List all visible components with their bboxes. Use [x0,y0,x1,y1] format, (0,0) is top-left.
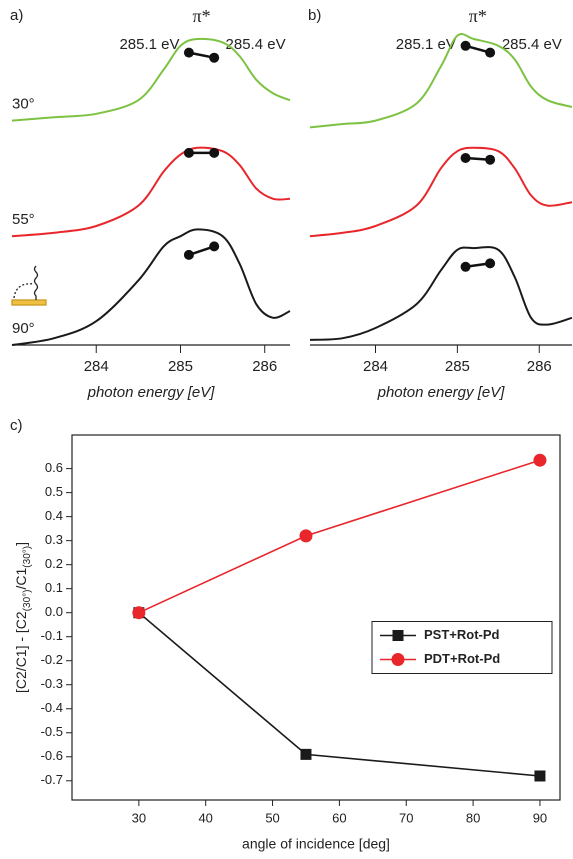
peak-label: 285.1 eV [396,36,456,53]
y-tick-label: 0.3 [45,532,63,547]
x-tick-label: 30 [132,810,146,825]
marker [391,653,405,666]
y-tick-label: -0.2 [41,652,63,667]
x-axis-label: photon energy [eV] [377,384,506,401]
y-axis-label-part: (30°) [22,589,33,611]
marker [300,748,312,760]
dimer-atom [460,40,471,51]
y-axis-label-part: ] [13,542,29,546]
dimer-atom [209,241,220,252]
y-tick-label: 0.6 [45,460,63,475]
y-axis-label-part: [C2/C1] - [C2 [13,611,29,693]
marker [299,529,313,543]
dimer-atom [460,261,471,272]
spectrum-line [11,228,291,346]
dimer-atom [209,147,220,158]
peak-label: 285.4 eV [502,36,562,53]
y-tick-label: -0.6 [41,748,63,763]
spectrum-line [309,246,573,341]
plot-frame [71,434,561,801]
x-tick-label: 285 [445,358,470,375]
x-tick-label: 80 [466,810,480,825]
peak-label: 285.1 eV [119,36,179,53]
marker [132,606,146,620]
dimer-atom [485,47,496,58]
series-label: 90° [12,320,35,337]
legend-label: PDT+Rot-Pd [424,651,500,666]
y-tick-label: 0.4 [45,508,63,523]
y-axis-label-part: (30°) [22,546,33,568]
dimer-atom [460,153,471,163]
legend-label: PST+Rot-Pd [424,627,500,642]
series-label: 30° [12,96,35,113]
marker [392,630,404,641]
spectrum-line [11,37,291,122]
panel-label: b) [308,7,321,24]
series-line [138,459,541,614]
y-tick-label: 0.5 [45,484,63,499]
x-tick-label: 286 [527,358,552,375]
x-axis-label: photon energy [eV] [87,384,216,401]
panel-label: c) [10,417,23,434]
spectrum-line [309,32,573,129]
marker [534,770,546,782]
y-tick-label: -0.7 [41,772,63,787]
annotation: π* [192,6,210,26]
marker [533,453,547,467]
x-tick-label: 40 [198,810,212,825]
surface-icon [11,265,47,306]
x-tick-label: 284 [363,358,388,375]
y-axis-label-part: /C1 [13,567,29,589]
y-axis-label: [C2/C1] - [C2(30°)/C1(30°)] [13,542,33,693]
dimer-atom [485,154,496,165]
series-label: 55° [12,211,35,228]
x-tick-label: 70 [399,810,413,825]
y-tick-label: -0.3 [41,676,63,691]
annotation: π* [469,6,487,26]
dimer-atom [183,47,194,58]
x-tick-label: 50 [265,810,279,825]
dimer-atom [183,147,194,158]
x-tick-label: 90 [533,810,547,825]
dimer-atom [485,258,496,269]
y-tick-label: -0.5 [41,724,63,739]
panel-label: a) [10,7,23,24]
y-tick-label: 0.0 [45,604,63,619]
y-tick-label: 0.1 [45,580,63,595]
peak-label: 285.4 eV [226,36,286,53]
dimer-atom [183,249,194,260]
x-tick-label: 286 [252,358,277,375]
y-tick-label: -0.1 [41,628,63,643]
x-tick-label: 285 [168,358,193,375]
spectrum-line [309,146,573,238]
spectrum-line [11,146,291,238]
y-tick-label: 0.2 [45,556,63,571]
x-axis-label: angle of incidence [deg] [242,836,390,852]
legend-box [371,621,553,674]
x-tick-label: 60 [332,810,346,825]
dimer-atom [209,52,220,63]
y-tick-label: -0.4 [41,700,63,715]
legend: PST+Rot-Pd PDT+Rot-Pd [371,621,553,674]
x-tick-label: 284 [84,358,109,375]
